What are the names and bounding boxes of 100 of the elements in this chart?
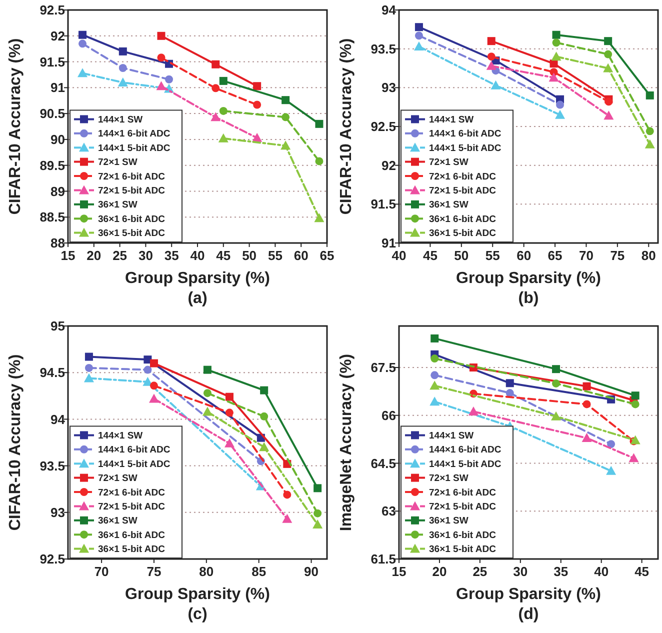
point: [603, 63, 614, 72]
text: (c): [188, 606, 208, 623]
x-tick-label: 25: [112, 248, 128, 263]
x-tick-label: 60: [294, 248, 308, 263]
point: [414, 42, 424, 51]
legend-label: 72×1 SW: [98, 473, 138, 484]
point: [552, 365, 560, 374]
y-tick-label: 66: [382, 408, 396, 423]
point: [203, 366, 212, 374]
legend-label: 72×1 5-bit ADC: [98, 502, 166, 513]
x-tick-label: 40: [594, 564, 609, 579]
legend-label: 36×1 6-bit ADC: [98, 530, 166, 541]
x-tick-label: 60: [516, 248, 532, 263]
x-tick-label: 20: [432, 564, 447, 579]
y-tick-label: 92.5: [40, 552, 65, 567]
point: [646, 127, 654, 136]
y-tick-label: 93: [382, 80, 396, 96]
y-axis-title: CIFAR-10 Accuracy (%): [7, 38, 24, 215]
x-tick-label: 50: [454, 248, 469, 263]
x-axis-title: Group Sparsity (%): [125, 586, 270, 603]
point: [144, 366, 152, 374]
point: [282, 113, 290, 122]
point: [582, 400, 591, 408]
point: [552, 379, 560, 388]
point: [118, 77, 128, 86]
x-tick-label: 15: [392, 564, 406, 579]
legend-label: 36×1 6-bit ADC: [429, 214, 496, 225]
y-tick-label: 92: [50, 28, 65, 44]
point: [551, 52, 562, 61]
point: [118, 47, 127, 56]
y-tick-label: 63: [382, 504, 396, 519]
point: [150, 382, 158, 390]
point: [487, 52, 496, 61]
y-tick-label: 94: [382, 2, 397, 18]
y-axis-title: CIFAR-10 Accuracy (%): [338, 38, 355, 215]
point: [165, 75, 174, 84]
y-tick-label: 91: [382, 236, 396, 251]
legend-label: 36×1 SW: [429, 200, 468, 211]
legend-label: 72×1 6-bit ADC: [98, 171, 166, 182]
point: [218, 133, 228, 142]
point: [430, 371, 439, 380]
point: [430, 334, 439, 342]
y-tick-label: 67.5: [370, 360, 396, 376]
point: [144, 356, 152, 364]
x-tick-label: 30: [138, 248, 153, 263]
point: [157, 32, 166, 40]
point: [628, 453, 639, 462]
point: [314, 213, 324, 222]
x-tick-label: 20: [86, 248, 102, 263]
x-tick-label: 45: [216, 248, 231, 263]
x-tick-label: 40: [190, 248, 205, 263]
legend-label: 36×1 6-bit ADC: [429, 530, 496, 541]
legend-label: 144×1 6-bit ADC: [429, 128, 502, 140]
point: [582, 433, 592, 442]
point: [430, 354, 439, 363]
legend-label: 144×1 5-bit ADC: [98, 142, 170, 154]
text: (b): [518, 290, 539, 307]
point: [630, 435, 640, 444]
text: (a): [188, 290, 208, 307]
legend-label: 36×1 5-bit ADC: [98, 228, 166, 240]
point: [604, 98, 613, 106]
point: [157, 54, 166, 62]
x-tick-label: 80: [199, 564, 214, 579]
legend-label: 36×1 5-bit ADC: [429, 228, 496, 240]
y-tick-label: 92.5: [40, 2, 65, 18]
point: [552, 30, 560, 39]
y-tick-label: 91: [50, 80, 65, 96]
y-tick-label: 92: [382, 158, 396, 173]
point: [551, 411, 562, 420]
x-tick-label: 90: [304, 564, 319, 579]
point: [225, 408, 234, 417]
y-tick-label: 90.5: [40, 106, 65, 122]
point: [156, 81, 166, 90]
point: [203, 389, 212, 398]
legend-label: 36×1 5-bit ADC: [98, 544, 166, 556]
legend-label: 144×1 6-bit ADC: [429, 444, 502, 456]
point: [202, 406, 212, 416]
point: [260, 412, 268, 420]
point: [260, 386, 268, 394]
legend-label: 144×1 SW: [98, 114, 143, 126]
legend-label: 72×1 6-bit ADC: [429, 171, 496, 182]
legend-label: 36×1 SW: [98, 200, 138, 211]
point: [253, 100, 262, 109]
point: [212, 84, 220, 92]
point: [604, 50, 612, 58]
x-tick-label: 65: [548, 248, 562, 263]
x-axis-title: Group Sparsity (%): [456, 270, 601, 287]
point: [468, 406, 478, 416]
x-tick-label: 75: [610, 248, 625, 263]
point: [506, 379, 514, 388]
point: [84, 352, 93, 361]
point: [84, 373, 94, 382]
y-tick-label: 93: [50, 504, 65, 520]
x-tick-label: 50: [242, 248, 257, 263]
y-tick-label: 89: [50, 184, 65, 199]
x-axis-title: Group Sparsity (%): [125, 270, 270, 287]
point: [430, 380, 440, 390]
point: [224, 438, 234, 448]
x-tick-label: 35: [164, 248, 179, 263]
x-tick-label: 70: [94, 564, 109, 579]
